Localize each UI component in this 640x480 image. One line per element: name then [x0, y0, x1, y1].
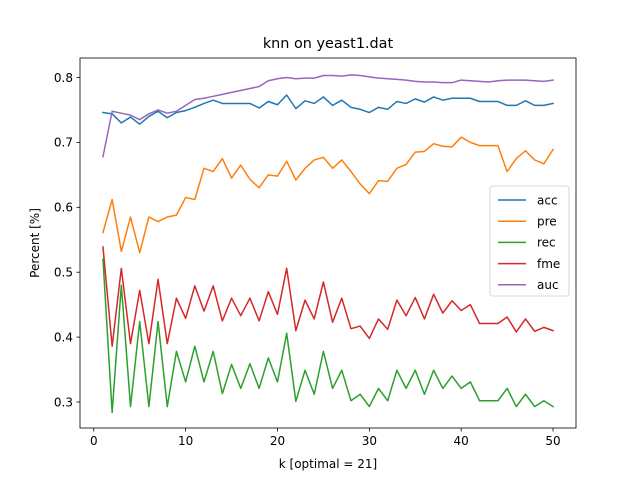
series-line-fme	[102, 246, 554, 347]
series-line-pre	[102, 136, 555, 254]
x-tick-label: 20	[270, 434, 285, 448]
lines-layer	[102, 74, 555, 414]
y-tick-label: 0.8	[54, 71, 73, 85]
y-tick-label: 0.3	[54, 395, 73, 409]
plot-frame	[79, 57, 577, 429]
legend-label-rec: rec	[537, 236, 556, 250]
y-axis-ticks: 0.3 0.4 0.5 0.6 0.7 0.8	[54, 71, 80, 409]
series-line-auc	[102, 74, 554, 158]
chart-title: knn on yeast1.dat	[263, 36, 394, 52]
series-line-acc	[102, 94, 554, 125]
legend: acc pre rec fme auc	[489, 185, 570, 297]
x-axis-label: k [optimal = 21]	[279, 457, 377, 471]
y-tick-label: 0.7	[54, 136, 73, 150]
x-tick-label: 30	[362, 434, 377, 448]
legend-box	[489, 185, 570, 297]
y-axis-label: Percent [%]	[28, 208, 42, 278]
series-line-rec	[102, 258, 555, 414]
x-tick-label: 40	[454, 434, 469, 448]
legend-label-pre: pre	[537, 215, 557, 229]
x-axis-ticks: 0 10 20 30 40 50	[90, 428, 561, 448]
legend-label-fme: fme	[537, 257, 560, 271]
x-tick-label: 0	[90, 434, 98, 448]
legend-label-acc: acc	[537, 193, 558, 207]
y-tick-label: 0.4	[54, 330, 73, 344]
x-tick-label: 10	[178, 434, 193, 448]
y-tick-label: 0.5	[54, 266, 73, 280]
legend-label-auc: auc	[537, 278, 559, 292]
x-tick-label: 50	[545, 434, 560, 448]
y-tick-label: 0.6	[54, 201, 73, 215]
